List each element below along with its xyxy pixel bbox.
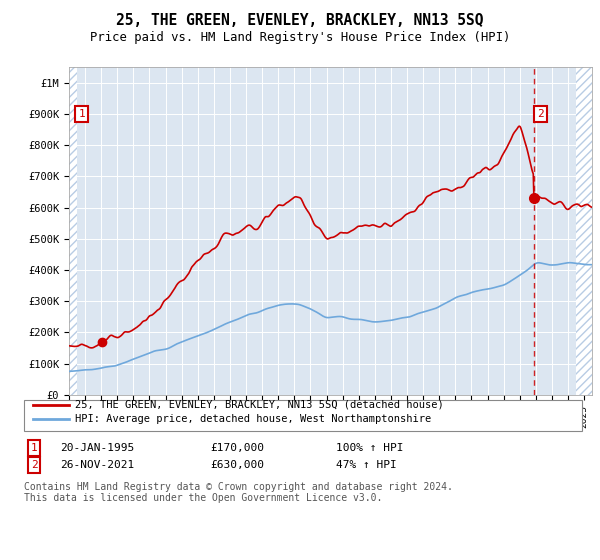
Text: 47% ↑ HPI: 47% ↑ HPI bbox=[336, 460, 397, 470]
Text: 25, THE GREEN, EVENLEY, BRACKLEY, NN13 5SQ (detached house): 25, THE GREEN, EVENLEY, BRACKLEY, NN13 5… bbox=[75, 400, 444, 409]
Text: Contains HM Land Registry data © Crown copyright and database right 2024.
This d: Contains HM Land Registry data © Crown c… bbox=[24, 482, 453, 503]
Text: 20-JAN-1995: 20-JAN-1995 bbox=[60, 443, 134, 453]
Text: HPI: Average price, detached house, West Northamptonshire: HPI: Average price, detached house, West… bbox=[75, 414, 431, 423]
Text: Price paid vs. HM Land Registry's House Price Index (HPI): Price paid vs. HM Land Registry's House … bbox=[90, 31, 510, 44]
Text: £630,000: £630,000 bbox=[210, 460, 264, 470]
Bar bbox=[576, 67, 592, 395]
Text: 100% ↑ HPI: 100% ↑ HPI bbox=[336, 443, 404, 453]
Text: 1: 1 bbox=[79, 109, 85, 119]
Text: 26-NOV-2021: 26-NOV-2021 bbox=[60, 460, 134, 470]
Text: 2: 2 bbox=[31, 460, 38, 470]
Text: 25, THE GREEN, EVENLEY, BRACKLEY, NN13 5SQ: 25, THE GREEN, EVENLEY, BRACKLEY, NN13 5… bbox=[116, 13, 484, 28]
Text: £170,000: £170,000 bbox=[210, 443, 264, 453]
Text: 1: 1 bbox=[31, 443, 38, 453]
Text: 2: 2 bbox=[538, 109, 544, 119]
Bar bbox=[69, 67, 77, 395]
